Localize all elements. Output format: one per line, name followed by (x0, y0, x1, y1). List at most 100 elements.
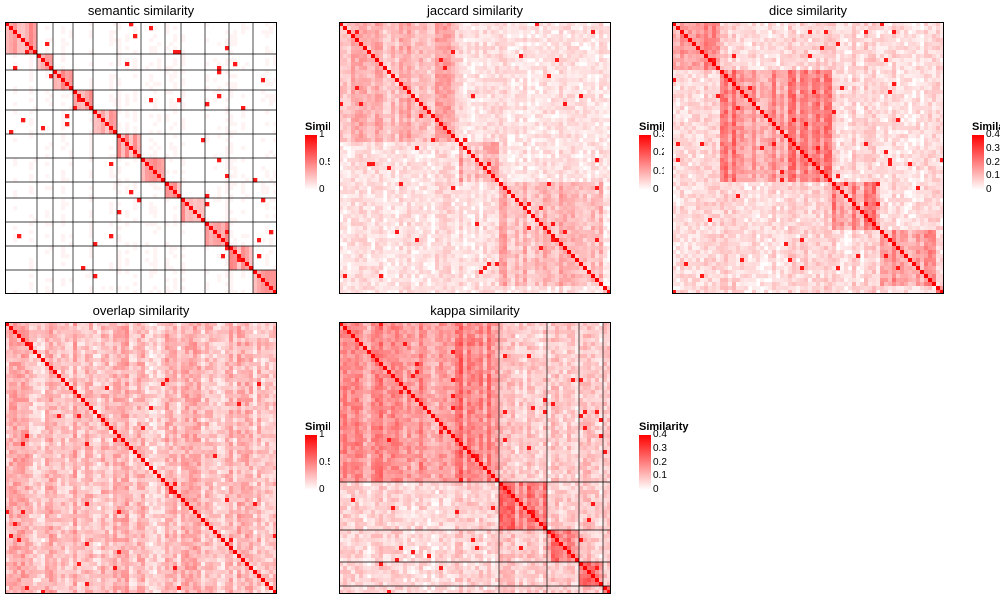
heatmap-cell (483, 210, 488, 215)
heatmap-cell (583, 154, 588, 159)
heatmap-cell (583, 218, 588, 223)
heatmap-cell (383, 146, 388, 151)
heatmap-cell (339, 82, 344, 87)
heatmap-cell (511, 38, 516, 43)
heatmap-cell (229, 186, 234, 191)
heatmap-cell (375, 218, 380, 223)
heatmap-cell (225, 138, 230, 143)
heatmap-cell (587, 118, 592, 123)
heatmap-border (5, 22, 277, 294)
heatmap-cell (455, 66, 460, 71)
heatmap-cell (363, 146, 368, 151)
heatmap-cell (483, 90, 488, 95)
heatmap-cell (479, 198, 484, 203)
heatmap-cell (89, 194, 94, 199)
heatmap-cell (487, 90, 492, 95)
heatmap-cell (447, 106, 452, 111)
heatmap-cell (145, 82, 150, 87)
heatmap-cell (383, 66, 388, 71)
heatmap-cell (379, 230, 384, 235)
heatmap-cell (61, 146, 66, 151)
heatmap-cell (9, 38, 14, 43)
heatmap-cell (347, 70, 352, 75)
heatmap-cell (367, 62, 372, 67)
heatmap-cell (519, 214, 524, 219)
heatmap-cell (451, 118, 456, 123)
heatmap-cell (503, 198, 508, 203)
heatmap-cell (567, 250, 572, 255)
heatmap-cell (595, 22, 600, 27)
heatmap-cell (463, 186, 468, 191)
heatmap-cell (375, 22, 380, 27)
heatmap-cell (347, 166, 352, 171)
semantic-panel: semantic similarity Similarity 10.50 (0, 0, 330, 300)
heatmap-cell (217, 134, 222, 139)
heatmap-cell (483, 194, 488, 199)
heatmap-cell (443, 114, 448, 119)
heatmap-cell (403, 122, 408, 127)
heatmap-cell (113, 154, 118, 159)
heatmap-cell (117, 166, 122, 171)
heatmap-cell (535, 30, 540, 35)
heatmap-cell (551, 66, 556, 71)
heatmap-cell (69, 154, 74, 159)
heatmap-cell (383, 58, 388, 63)
heatmap-cell (375, 98, 380, 103)
heatmap-cell (387, 230, 392, 235)
heatmap-cell (495, 122, 500, 127)
heatmap-cell (229, 158, 234, 163)
heatmap-cell (567, 142, 572, 147)
heatmap-cell (503, 38, 508, 43)
heatmap-cell (551, 186, 556, 191)
heatmap-cell (399, 34, 404, 39)
heatmap-cell (415, 182, 420, 187)
heatmap-cell (587, 166, 592, 171)
heatmap-cell (479, 154, 484, 159)
heatmap-cell (523, 198, 528, 203)
heatmap-cell (543, 94, 548, 99)
heatmap-cell (351, 182, 356, 187)
heatmap-cell (379, 114, 384, 119)
heatmap-cell (487, 182, 492, 187)
heatmap-cell (383, 154, 388, 159)
heatmap-cell (607, 154, 611, 159)
heatmap-cell (583, 38, 588, 43)
heatmap-cell (375, 222, 380, 227)
heatmap-cell (415, 238, 420, 243)
heatmap-cell (495, 98, 500, 103)
heatmap-cell (479, 222, 484, 227)
heatmap-cell (351, 50, 356, 55)
heatmap-cell (531, 42, 536, 47)
heatmap-cell (479, 126, 484, 131)
heatmap-cell (407, 174, 412, 179)
heatmap-cell (595, 94, 600, 99)
heatmap-cell (407, 262, 412, 267)
heatmap-cell (511, 122, 516, 127)
heatmap-cell (547, 242, 552, 247)
heatmap-cell (403, 62, 408, 67)
heatmap-cell (359, 58, 364, 63)
heatmap-cell (499, 206, 504, 211)
heatmap-cell (229, 174, 234, 179)
heatmap-cell (435, 130, 440, 135)
heatmap-cell (479, 258, 484, 263)
heatmap-cell (383, 254, 388, 259)
heatmap-cell (347, 62, 352, 67)
heatmap-cell (391, 154, 396, 159)
heatmap-cell (383, 46, 388, 51)
heatmap-cell (435, 254, 440, 259)
heatmap-cell (551, 178, 556, 183)
heatmap-cell (471, 138, 476, 143)
heatmap-cell (193, 210, 198, 215)
heatmap-cell (359, 170, 364, 175)
heatmap-cell (403, 174, 408, 179)
heatmap-cell (559, 254, 564, 259)
heatmap-cell (607, 230, 611, 235)
heatmap-cell (491, 262, 496, 267)
heatmap-cell (367, 90, 372, 95)
heatmap-cell (447, 42, 452, 47)
heatmap-cell (101, 114, 106, 119)
heatmap-cell (579, 22, 584, 27)
heatmap-cell (583, 30, 588, 35)
heatmap-cell (455, 98, 460, 103)
